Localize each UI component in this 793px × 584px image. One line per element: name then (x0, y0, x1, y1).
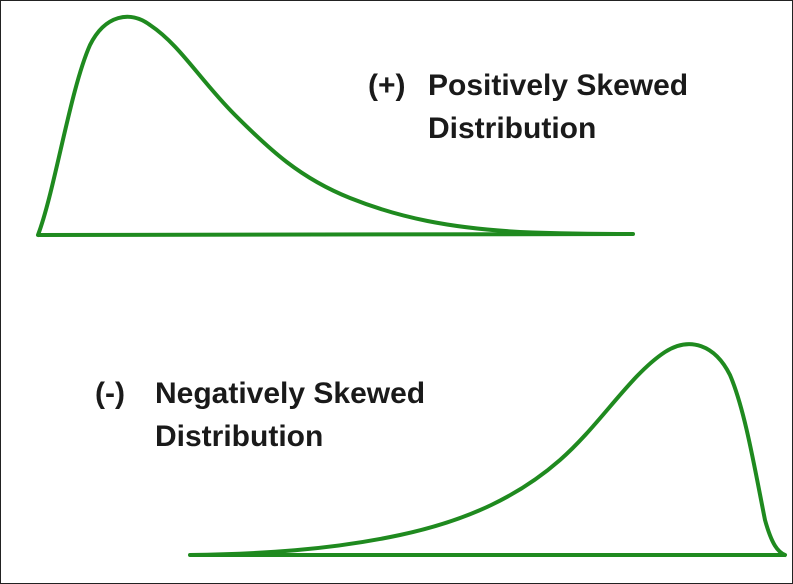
label: Distribution (155, 420, 323, 453)
label: Distribution (428, 112, 596, 145)
label: Positively Skewed (428, 69, 688, 102)
negative-skew-curve (188, 342, 787, 557)
sign: (+) (368, 69, 406, 102)
sign: (-) (95, 377, 125, 410)
positive-skew-curve (36, 14, 635, 237)
label: Negatively Skewed (155, 377, 425, 410)
